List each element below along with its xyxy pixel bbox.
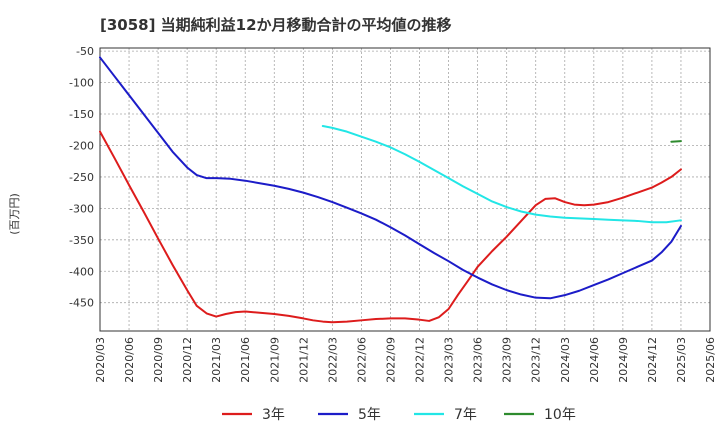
y-tick-label: -100 [69, 77, 94, 90]
x-tick-label: 2021/12 [297, 337, 310, 383]
x-tick-label: 2020/06 [123, 337, 136, 383]
y-tick-label: -400 [69, 265, 94, 278]
x-tick-label: 2021/06 [239, 337, 252, 383]
y-tick-label: -350 [69, 234, 94, 247]
legend-label: 7年 [454, 407, 477, 423]
x-tick-label: 2022/12 [414, 337, 427, 383]
legend-label: 3年 [262, 407, 285, 423]
series-line-5年 [99, 56, 682, 300]
plot-frame [99, 47, 711, 332]
series-line-10年 [670, 140, 682, 143]
x-tick-label: 2025/06 [704, 337, 717, 383]
x-tick-label: 2025/03 [675, 337, 688, 383]
x-tick-label: 2023/06 [472, 337, 485, 383]
x-tick-label: 2024/12 [646, 337, 659, 383]
legend-label: 10年 [544, 407, 576, 423]
x-tick-label: 2021/03 [210, 337, 223, 383]
series-line-3年 [99, 130, 682, 324]
x-tick-label: 2022/06 [355, 337, 368, 383]
y-tick-label: -150 [69, 108, 94, 121]
y-tick-label: -450 [69, 297, 94, 310]
x-tick-label: 2024/09 [617, 337, 630, 383]
x-tick-label: 2020/03 [94, 337, 107, 383]
x-tick-label: 2024/06 [588, 337, 601, 383]
x-tick-label: 2020/12 [181, 337, 194, 383]
y-tick-label: -50 [76, 45, 94, 58]
x-tick-label: 2022/03 [326, 337, 339, 383]
x-tick-label: 2020/09 [152, 337, 165, 383]
y-tick-label: -200 [69, 139, 94, 152]
series-line-7年 [321, 124, 682, 224]
x-tick-label: 2023/12 [530, 337, 543, 383]
plot-area [100, 48, 710, 331]
x-tick-label: 2021/09 [268, 337, 281, 383]
legend-label: 5年 [358, 407, 381, 423]
y-tick-label: -300 [69, 202, 94, 215]
chart-title: [3058] 当期純利益12か月移動合計の平均値の推移 [100, 16, 452, 34]
x-tick-label: 2024/03 [559, 337, 572, 383]
x-tick-label: 2022/09 [384, 337, 397, 383]
x-tick-label: 2023/03 [443, 337, 456, 383]
x-tick-label: 2023/09 [501, 337, 514, 383]
y-tick-label: -250 [69, 171, 94, 184]
